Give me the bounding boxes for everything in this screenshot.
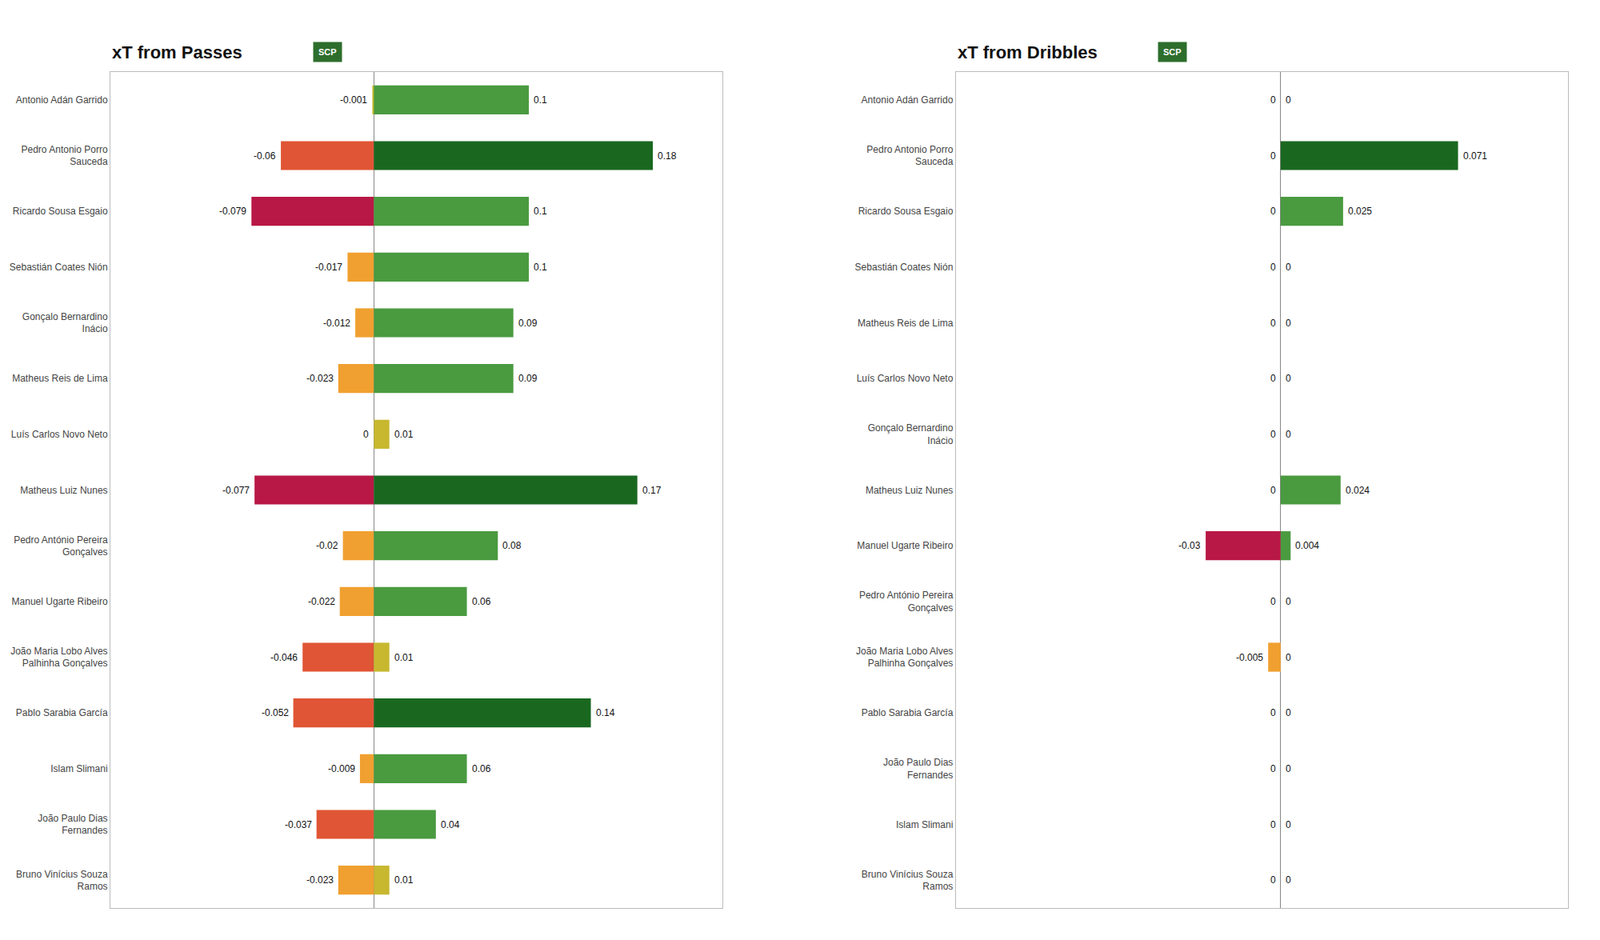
svg-text:0: 0 — [1285, 763, 1292, 775]
svg-text:0.1: 0.1 — [533, 261, 548, 273]
svg-text:-0.06: -0.06 — [253, 150, 276, 162]
svg-text:João Maria Lobo AlvesPalhinha: João Maria Lobo AlvesPalhinha Gonçalves — [856, 645, 953, 670]
svg-text:0.08: 0.08 — [502, 540, 522, 552]
svg-text:0.09: 0.09 — [518, 372, 538, 384]
svg-text:0: 0 — [1270, 874, 1276, 886]
svg-text:0: 0 — [1285, 874, 1292, 886]
svg-text:-0.017: -0.017 — [315, 261, 343, 273]
svg-text:0: 0 — [1270, 317, 1276, 329]
svg-text:-0.037: -0.037 — [284, 819, 312, 831]
svg-text:xT from Passes: xT from Passes — [112, 42, 243, 63]
svg-text:0: 0 — [363, 428, 369, 440]
svg-text:Pedro António PereiraGonçalves: Pedro António PereiraGonçalves — [859, 589, 954, 614]
svg-text:0.04: 0.04 — [440, 819, 460, 831]
svg-text:SCP: SCP — [318, 47, 337, 57]
svg-text:0: 0 — [1270, 150, 1276, 162]
svg-text:Luís Carlos Novo Neto: Luís Carlos Novo Neto — [11, 428, 108, 440]
svg-text:João Paulo DiasFernandes: João Paulo DiasFernandes — [37, 812, 108, 837]
svg-text:0: 0 — [1285, 819, 1292, 831]
svg-text:Luís Carlos Novo Neto: Luís Carlos Novo Neto — [856, 372, 954, 384]
svg-text:0.18: 0.18 — [657, 150, 677, 162]
svg-text:-0.022: -0.022 — [308, 596, 336, 608]
svg-text:João Maria Lobo AlvesPalhinha: João Maria Lobo AlvesPalhinha Gonçalves — [10, 645, 108, 670]
svg-text:0: 0 — [1285, 372, 1292, 384]
svg-text:0: 0 — [1285, 94, 1292, 106]
svg-text:0: 0 — [1285, 707, 1292, 719]
svg-text:0: 0 — [1270, 428, 1276, 440]
svg-text:Manuel Ugarte Ribeiro: Manuel Ugarte Ribeiro — [12, 596, 108, 608]
svg-text:0: 0 — [1270, 763, 1276, 775]
svg-text:Islam Slimani: Islam Slimani — [50, 763, 108, 775]
svg-text:Bruno Vinícius SouzaRamos: Bruno Vinícius SouzaRamos — [861, 868, 954, 893]
svg-text:0.004: 0.004 — [1295, 540, 1320, 552]
svg-text:0: 0 — [1285, 261, 1292, 273]
svg-text:0.06: 0.06 — [472, 763, 492, 775]
svg-text:Pedro António PereiraGonçalves: Pedro António PereiraGonçalves — [13, 534, 108, 559]
svg-text:Manuel Ugarte Ribeiro: Manuel Ugarte Ribeiro — [856, 540, 953, 552]
svg-text:-0.077: -0.077 — [222, 484, 250, 496]
svg-text:0: 0 — [1270, 205, 1276, 217]
svg-text:SCP: SCP — [1163, 47, 1182, 57]
svg-text:0.024: 0.024 — [1345, 484, 1370, 496]
svg-text:0.01: 0.01 — [394, 652, 414, 664]
svg-text:0: 0 — [1285, 428, 1292, 440]
svg-text:0.071: 0.071 — [1463, 150, 1488, 162]
svg-text:0.025: 0.025 — [1348, 205, 1372, 217]
svg-text:-0.023: -0.023 — [306, 874, 334, 886]
svg-text:Pablo Sarabia García: Pablo Sarabia García — [861, 707, 954, 719]
svg-text:0: 0 — [1285, 652, 1292, 664]
svg-text:Islam Slimani: Islam Slimani — [896, 819, 953, 831]
svg-text:-0.079: -0.079 — [219, 205, 247, 217]
svg-text:xT from Dribbles: xT from Dribbles — [957, 42, 1098, 63]
svg-text:Antonio Adán Garrido: Antonio Adán Garrido — [861, 94, 954, 106]
svg-text:0.1: 0.1 — [533, 205, 548, 217]
svg-text:0: 0 — [1270, 261, 1276, 273]
svg-text:-0.009: -0.009 — [328, 763, 356, 775]
svg-text:0.1: 0.1 — [533, 94, 548, 106]
svg-text:Gonçalo BernardinoInácio: Gonçalo BernardinoInácio — [868, 422, 954, 447]
svg-text:0: 0 — [1285, 596, 1292, 608]
svg-text:Sebastián Coates Nión: Sebastián Coates Nión — [855, 261, 954, 273]
svg-text:0.01: 0.01 — [394, 428, 414, 440]
svg-text:Ricardo Sousa Esgaio: Ricardo Sousa Esgaio — [12, 205, 108, 217]
svg-text:-0.005: -0.005 — [1236, 652, 1264, 664]
svg-text:0: 0 — [1270, 372, 1276, 384]
svg-text:Ricardo Sousa Esgaio: Ricardo Sousa Esgaio — [858, 205, 954, 217]
svg-text:Pedro Antonio PorroSauceda: Pedro Antonio PorroSauceda — [866, 144, 953, 168]
svg-text:Matheus Luiz Nunes: Matheus Luiz Nunes — [865, 484, 953, 496]
svg-text:0.06: 0.06 — [472, 596, 492, 608]
svg-text:-0.052: -0.052 — [261, 707, 289, 719]
svg-text:-0.023: -0.023 — [306, 372, 334, 384]
svg-text:Pablo Sarabia García: Pablo Sarabia García — [16, 707, 108, 719]
svg-text:0: 0 — [1270, 707, 1276, 719]
svg-text:0.14: 0.14 — [596, 707, 616, 719]
svg-text:-0.03: -0.03 — [1178, 540, 1201, 552]
svg-text:Bruno Vinícius SouzaRamos: Bruno Vinícius SouzaRamos — [16, 868, 108, 893]
svg-text:-0.001: -0.001 — [340, 94, 368, 106]
svg-text:João Paulo DiasFernandes: João Paulo DiasFernandes — [883, 756, 953, 781]
svg-text:Antonio Adán Garrido: Antonio Adán Garrido — [16, 94, 108, 106]
svg-text:Sebastián Coates Nión: Sebastián Coates Nión — [9, 261, 108, 273]
svg-text:Matheus Luiz Nunes: Matheus Luiz Nunes — [20, 484, 108, 496]
svg-text:0.17: 0.17 — [642, 484, 662, 496]
svg-text:Matheus Reis de Lima: Matheus Reis de Lima — [12, 372, 108, 384]
svg-text:-0.02: -0.02 — [316, 540, 339, 552]
svg-text:0.01: 0.01 — [394, 874, 414, 886]
svg-text:-0.012: -0.012 — [323, 317, 351, 329]
svg-text:0: 0 — [1270, 484, 1276, 496]
svg-text:0: 0 — [1270, 596, 1276, 608]
svg-text:0: 0 — [1270, 819, 1276, 831]
svg-text:Pedro Antonio PorroSauceda: Pedro Antonio PorroSauceda — [21, 144, 108, 168]
svg-text:-0.046: -0.046 — [270, 652, 298, 664]
svg-text:0: 0 — [1285, 317, 1292, 329]
svg-text:Gonçalo BernardinoInácio: Gonçalo BernardinoInácio — [22, 311, 108, 336]
svg-text:Matheus Reis de Lima: Matheus Reis de Lima — [857, 317, 954, 329]
svg-text:0: 0 — [1270, 94, 1276, 106]
svg-text:0.09: 0.09 — [518, 317, 538, 329]
